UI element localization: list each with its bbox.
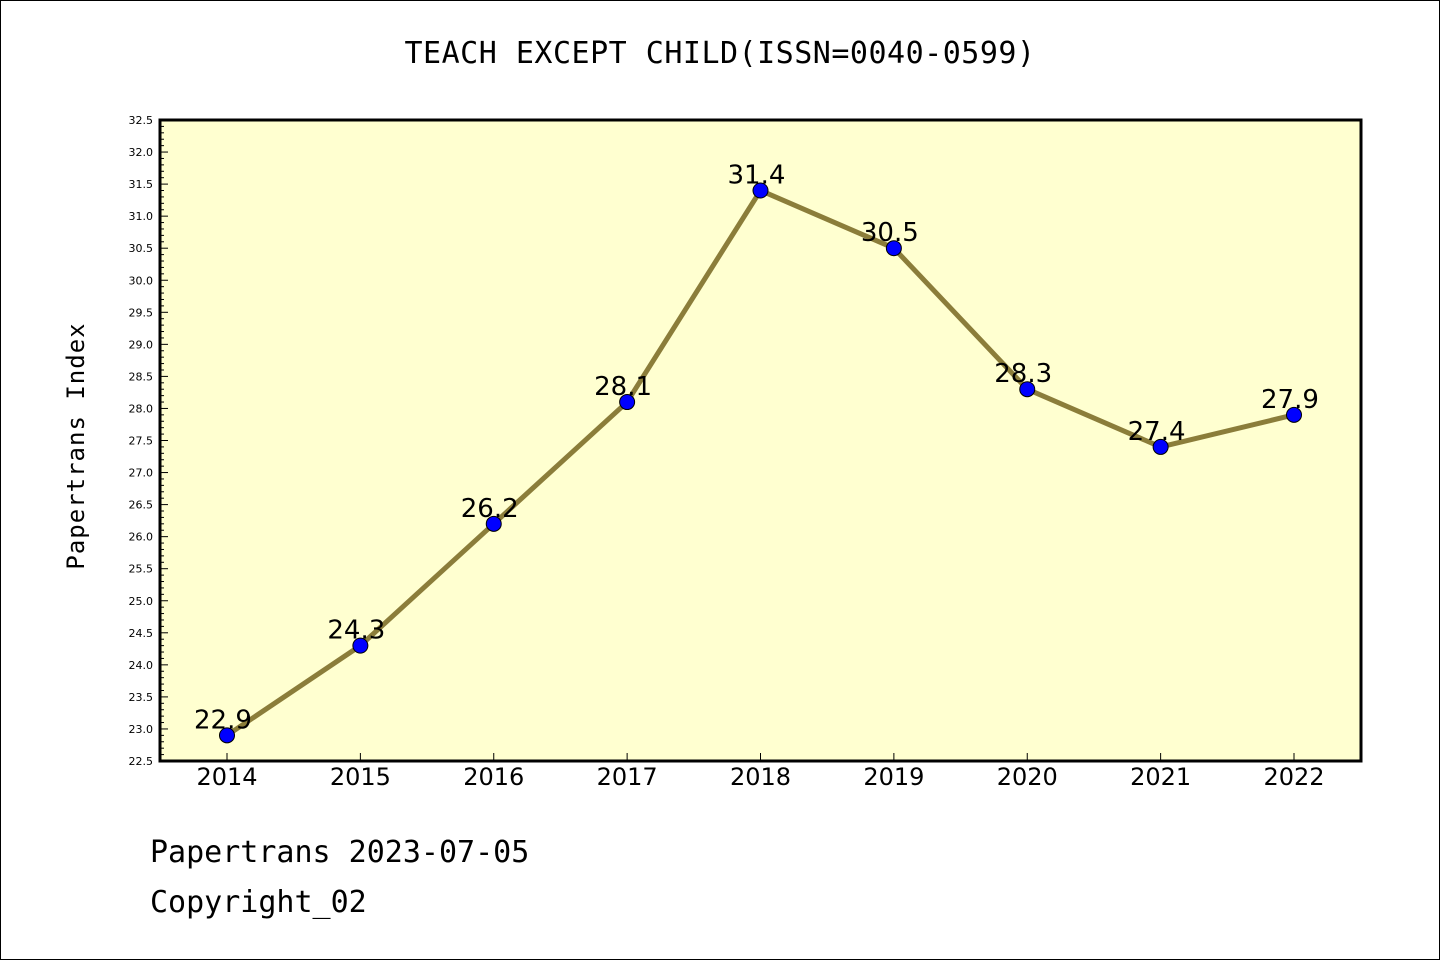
y-tick-label: 29.5 xyxy=(129,306,154,319)
y-tick-label: 22.5 xyxy=(129,755,154,768)
x-tick-label: 2021 xyxy=(1130,763,1191,791)
data-label: 30.5 xyxy=(861,218,919,248)
data-label: 27.4 xyxy=(1128,417,1186,447)
chart-title: TEACH EXCEPT CHILD(ISSN=0040-0599) xyxy=(404,36,1036,71)
data-series xyxy=(219,182,1302,744)
y-tick-label: 28.0 xyxy=(129,402,154,415)
x-tick-label: 2019 xyxy=(863,763,924,791)
y-tick-label: 25.5 xyxy=(129,563,154,576)
x-tick-label: 2016 xyxy=(463,763,524,791)
data-point xyxy=(485,515,502,532)
y-tick-label: 25.0 xyxy=(129,595,154,608)
plot-border xyxy=(158,118,1363,763)
y-tick-label: 26.5 xyxy=(129,499,154,512)
data-point xyxy=(1152,438,1169,455)
data-point xyxy=(1286,406,1302,423)
data-labels: 22.9 24.3 26.2 28.1 31.4 30.5 28.3 27.4 27.9 xyxy=(194,161,1319,736)
x-tick-label: 2015 xyxy=(330,763,391,791)
data-point xyxy=(352,637,369,654)
y-tick-label: 30.0 xyxy=(129,274,154,287)
data-label: 22.9 xyxy=(194,705,252,735)
footer-copyright: Copyright_02 xyxy=(150,885,367,920)
x-axis: 2014 2015 2016 2017 2018 2019 2020 2021 2022 xyxy=(196,753,1325,791)
data-label: 31.4 xyxy=(728,161,786,191)
x-tick-label: 2020 xyxy=(997,763,1058,791)
data-label: 28.3 xyxy=(994,359,1052,389)
x-tick-label: 2022 xyxy=(1263,763,1324,791)
y-tick-label: 30.5 xyxy=(129,242,154,255)
y-tick-label: 31.0 xyxy=(129,210,154,223)
data-label: 27.9 xyxy=(1261,385,1319,415)
x-tick-label: 2018 xyxy=(730,763,791,791)
data-label: 24.3 xyxy=(327,616,385,646)
y-tick-label: 23.5 xyxy=(129,691,154,704)
y-tick-label: 26.0 xyxy=(129,531,154,544)
footer-date: Papertrans 2023-07-05 xyxy=(150,835,530,870)
x-tick-label: 2017 xyxy=(597,763,658,791)
y-tick-label: 24.5 xyxy=(129,627,154,640)
data-label: 28.1 xyxy=(594,372,652,402)
data-point xyxy=(1019,381,1036,398)
y-tick-label: 23.0 xyxy=(129,723,154,736)
data-label: 26.2 xyxy=(461,494,519,524)
x-tick-label: 2014 xyxy=(196,763,257,791)
data-point xyxy=(885,240,902,257)
y-tick-label: 28.5 xyxy=(129,370,154,383)
y-tick-label: 32.0 xyxy=(129,146,154,159)
data-point xyxy=(752,182,769,199)
y-tick-label: 31.5 xyxy=(129,178,154,191)
y-tick-label: 27.0 xyxy=(129,467,154,480)
y-tick-label: 24.0 xyxy=(129,659,154,672)
y-tick-label: 29.0 xyxy=(129,338,154,351)
y-tick-label: 27.5 xyxy=(129,435,154,448)
y-axis: 22.5 23.0 23.5 24.0 24.5 25.0 25.5 26.0 26.5 27.0… xyxy=(129,114,168,768)
data-point xyxy=(219,727,235,744)
data-point xyxy=(619,394,636,411)
y-tick-label: 32.5 xyxy=(129,114,154,127)
